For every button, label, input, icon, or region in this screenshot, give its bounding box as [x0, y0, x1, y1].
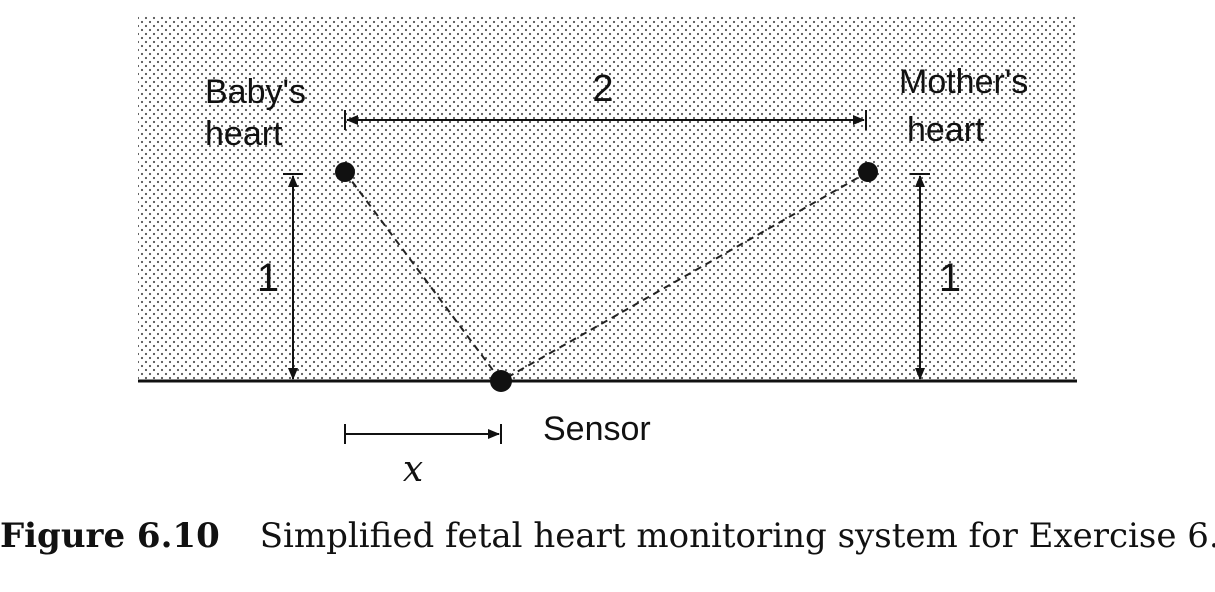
mother-heart-label-line2: heart [907, 111, 985, 149]
separation-dimension [344, 110, 867, 130]
offset-dimension [344, 424, 502, 444]
baby-to-sensor-path [344, 171, 502, 382]
mother-height-label: 1 [939, 256, 961, 300]
mother-to-sensor-path [500, 171, 869, 382]
mother-heart-label-line1: Mother's [899, 63, 1028, 101]
mother-height-dimension [910, 173, 930, 380]
sensor-point [490, 370, 512, 392]
baby-heart-point [335, 162, 355, 182]
fetal-heart-diagram: Baby's heart Mother's heart 2 1 1 Sensor… [138, 16, 1077, 490]
baby-heart-label-line1: Baby's [205, 73, 306, 111]
figure-caption: Figure 6.10 Simplified fetal heart monito… [0, 516, 1215, 556]
sensor-label: Sensor [543, 410, 651, 448]
baby-height-dimension [283, 173, 303, 380]
separation-label: 2 [592, 68, 613, 110]
baby-heart-label-line2: heart [205, 115, 283, 153]
baby-height-label: 1 [257, 256, 279, 300]
mother-heart-point [858, 162, 878, 182]
figure-caption-text: Simplified fetal heart monitoring system… [259, 516, 1215, 556]
figure-caption-label: Figure 6.10 [0, 516, 220, 556]
offset-label: x [403, 449, 423, 490]
